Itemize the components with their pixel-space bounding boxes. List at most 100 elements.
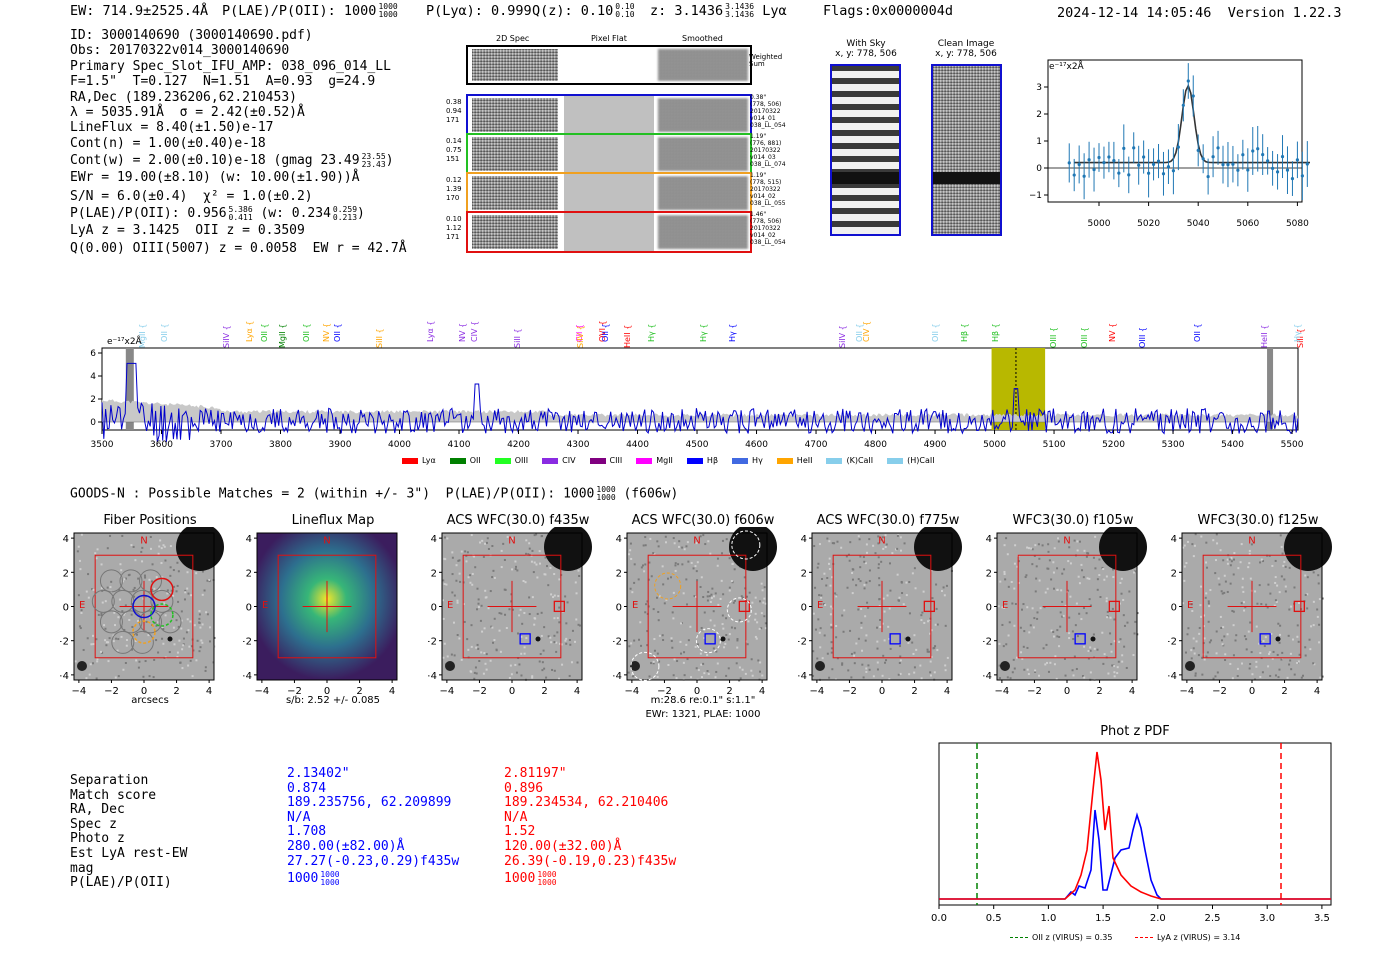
fiber-row-meta: 1.46" (778, 506) 20170322 v014_02 038_LL_054 (750, 211, 786, 246)
imaging-panel-title: ACS WFC(30.0) f435w (446, 513, 590, 528)
match-table-label: Spec z (70, 816, 117, 832)
legend-swatch (542, 457, 559, 464)
fiber-aperture (654, 572, 682, 600)
zoom-point (1156, 159, 1161, 163)
legend-swatch (494, 457, 511, 464)
ellipse-aperture (731, 530, 761, 560)
east-marker: E (817, 600, 823, 611)
spec-xtick-label: 3900 (329, 440, 352, 450)
header-timestamp: 2024-12-14 14:05:46 Version 1.22.3 (1057, 5, 1342, 21)
zoom-point (1256, 147, 1260, 151)
zoom-point (1107, 155, 1111, 159)
aperture-box (462, 554, 562, 659)
imaging-ytick-label: −2 (60, 637, 69, 648)
imaging-xtick-label: −4 (72, 686, 87, 697)
fiber-row-meta: 1.19" (778, 515) 20170322 v014_02 038_LL_055 (750, 172, 786, 207)
photz-xtick-label: 2.5 (1205, 913, 1221, 924)
spectrum-legend-item: Hβ (686, 456, 718, 465)
east-marker: E (262, 600, 268, 611)
bright-source (1284, 527, 1332, 571)
match-table-value: 26.39(-0.19,0.23)f435w (504, 853, 677, 869)
zoom-point (1186, 79, 1190, 83)
match-table-value: 120.00(±32.00)Å (504, 838, 622, 854)
red-match-box (738, 600, 750, 613)
zoom-point (1082, 174, 1086, 178)
imaging-xtick-label: 2 (173, 686, 179, 697)
spec-ytick-label: 2 (90, 395, 96, 405)
imaging-xtick-label: −4 (255, 686, 270, 697)
zoom-point (1127, 173, 1131, 177)
imaging-panel-caption: s/b: 2.52 +/- 0.085 (285, 695, 381, 706)
zoom-point (1300, 174, 1304, 178)
legend-swatch (887, 457, 904, 464)
spec-ytick-label: 0 (90, 418, 96, 428)
imaging-ytick-label: −2 (613, 637, 622, 648)
zoom-point (1221, 163, 1225, 167)
match-table-label: RA, Dec (70, 802, 125, 818)
zoom-xtick-label: 5020 (1137, 219, 1160, 229)
north-marker: N (140, 535, 147, 546)
spec-xtick-label: 4200 (507, 440, 530, 450)
aperture-box (277, 554, 377, 659)
imaging-panel-title: Fiber Positions (103, 513, 197, 528)
zoom-point (1280, 154, 1285, 159)
detection-info: ID: 3000140690 (3000140690.pdf) Obs: 201… (70, 28, 407, 257)
east-marker: E (632, 600, 638, 611)
zoom-xtick-label: 5040 (1187, 219, 1210, 229)
imaging-xtick-label: −4 (810, 686, 825, 697)
info-radec: RA,Dec (189.236206,62.210453) (70, 89, 297, 105)
zoom-point (1290, 176, 1295, 181)
spectrum-legend-item: OII (449, 456, 481, 465)
imaging-panel-caption: m:28.6 re:0.1" s:1.1" (650, 695, 756, 706)
match-table-value: N/A (504, 809, 528, 825)
blue-match-box (1259, 633, 1271, 645)
match-table-value: 189.235756, 62.209899 (287, 795, 452, 811)
zoom-point (1067, 161, 1071, 165)
header-plya: P(Lyα): 0.999 (426, 3, 532, 19)
imaging-xtick-label: 0 (694, 686, 700, 697)
header-ew: EW: 714.9±2525.4Å (70, 3, 209, 19)
aperture-box (647, 554, 747, 659)
spec-xtick-label: 3800 (269, 440, 292, 450)
blue-match-box (704, 633, 716, 645)
legend-swatch (636, 457, 653, 464)
zoom-ytick-label: 0 (1036, 164, 1042, 174)
imaging-ytick-label: 4 (63, 534, 69, 545)
zoom-point (1092, 167, 1096, 172)
zoom-point (1285, 168, 1290, 172)
spec-xtick-label: 5400 (1221, 440, 1244, 450)
match-table-label: Est LyA rest-EW (70, 845, 188, 861)
zoom-point (1216, 146, 1220, 150)
imaging-xtick-label: 0 (509, 686, 515, 697)
info-sn: S/N = 6.0(±0.4) χ² = 1.0(±0.2) (70, 188, 313, 204)
imaging-ytick-label: −4 (243, 671, 252, 682)
zoom-point (1226, 162, 1230, 167)
imaging-ytick-label: −4 (613, 671, 622, 682)
photz-legend: OII z (VIRUS) = 0.35 LyA z (VIRUS) = 3.1… (1010, 933, 1240, 942)
imaging-ytick-label: 0 (246, 603, 252, 614)
zoom-point (1266, 159, 1270, 163)
imaging-ytick-label: 0 (431, 603, 437, 614)
info-spec-slot: Primary Spec_Slot_IFU_AMP: 038_096_014_L… (70, 58, 391, 74)
zoom-point (1246, 168, 1250, 172)
zoom-point (1171, 169, 1175, 173)
zoom-point (1295, 158, 1299, 162)
match-table-value: 2.81197" (504, 766, 567, 781)
selected-fiber (150, 577, 174, 602)
fiber-circle (119, 569, 143, 593)
red-match-box (1108, 600, 1120, 613)
north-marker: N (693, 535, 700, 546)
clean-image (931, 64, 1002, 236)
match-table-value: 1.708 (287, 824, 327, 840)
zoom-point (1117, 171, 1121, 175)
zoom-line-plot: 3 2 1 0 −1 5000 5020 5040 5060 5080 (1030, 59, 1310, 229)
header-z: z: 3.1436 3.1436 3.1436 Lyα (650, 2, 787, 20)
spectrum-legend: Lyα OII OIII CIV CIII MgII Hβ Hγ HeII (K)CaII (H)C… (402, 448, 949, 467)
imaging-ytick-label: 0 (986, 603, 992, 614)
imaging-xtick-label: −2 (1027, 686, 1042, 697)
zoom-point (1147, 171, 1151, 175)
imaging-ytick-label: 2 (431, 568, 437, 579)
fiber-circle (119, 610, 143, 634)
zoom-xtick-label: 5000 (1088, 219, 1111, 229)
imaging-xtick-label: −2 (842, 686, 857, 697)
